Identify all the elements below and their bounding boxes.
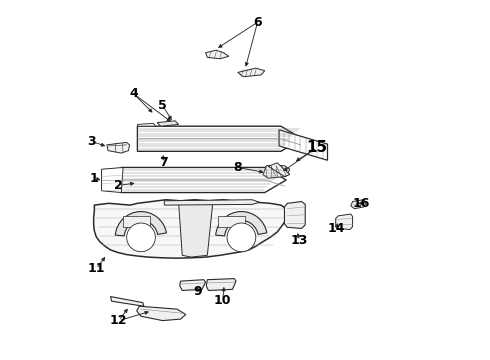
Polygon shape: [164, 200, 259, 205]
Polygon shape: [279, 130, 327, 160]
Polygon shape: [107, 142, 129, 153]
Polygon shape: [336, 214, 353, 229]
Text: 9: 9: [194, 285, 202, 298]
Polygon shape: [351, 200, 366, 209]
Polygon shape: [269, 163, 290, 176]
Polygon shape: [205, 50, 229, 59]
Text: 4: 4: [129, 87, 138, 100]
Polygon shape: [218, 216, 245, 227]
Circle shape: [126, 223, 155, 252]
Polygon shape: [122, 167, 286, 193]
Polygon shape: [238, 68, 265, 77]
Text: 15: 15: [306, 140, 327, 155]
Polygon shape: [137, 126, 302, 151]
Text: 8: 8: [234, 161, 242, 174]
Text: 12: 12: [110, 314, 127, 327]
Polygon shape: [263, 166, 290, 178]
Text: 7: 7: [159, 156, 168, 169]
Polygon shape: [111, 297, 144, 306]
Wedge shape: [115, 212, 167, 236]
Polygon shape: [157, 121, 179, 126]
Polygon shape: [137, 306, 186, 320]
Polygon shape: [285, 202, 305, 228]
Polygon shape: [123, 216, 150, 227]
Text: 2: 2: [114, 179, 123, 192]
Wedge shape: [216, 212, 267, 236]
Text: 10: 10: [214, 294, 231, 307]
Polygon shape: [137, 123, 155, 126]
Text: 3: 3: [87, 135, 96, 148]
Polygon shape: [206, 279, 236, 291]
Text: 16: 16: [353, 197, 370, 210]
Text: 14: 14: [328, 222, 345, 235]
Polygon shape: [101, 167, 123, 193]
Text: 6: 6: [253, 16, 262, 29]
Polygon shape: [180, 280, 205, 291]
Text: 11: 11: [87, 262, 105, 275]
Text: 1: 1: [89, 172, 98, 185]
Text: 5: 5: [158, 99, 167, 112]
Text: 13: 13: [291, 234, 308, 247]
Polygon shape: [179, 202, 213, 257]
Polygon shape: [94, 200, 288, 258]
Circle shape: [227, 223, 256, 252]
